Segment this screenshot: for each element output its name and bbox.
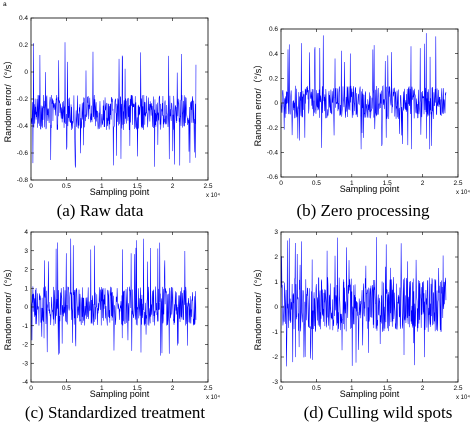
x-tick-label: 2.5 <box>203 183 212 190</box>
y-tick-label: 0 <box>24 69 28 76</box>
y-tick-label: -0.2 <box>17 96 29 103</box>
chart-panel-0: 0 0.5 1 1.5 2 2.5 -0.8 -0.6 -0.4 -0.2 0 0.2 0.4 x 10⁴… <box>3 15 220 220</box>
signal-series-line <box>281 33 447 150</box>
x-axis-multiplier: x 10⁴ <box>456 394 470 401</box>
signal-series-line <box>31 42 197 168</box>
stray-label: a <box>3 1 7 8</box>
x-tick-label: 0.5 <box>312 180 321 187</box>
x-tick-label: 2 <box>421 385 425 392</box>
y-tick-label: 0.2 <box>19 42 28 49</box>
y-axis-label: Random error/（°/s） <box>3 56 13 143</box>
y-tick-label: -2 <box>272 354 278 361</box>
y-tick-label: -0.2 <box>267 125 279 132</box>
x-axis-label: Sampling point <box>90 389 150 399</box>
x-tick-label: 1.5 <box>133 183 142 190</box>
x-tick-label: 2 <box>171 385 175 392</box>
y-tick-label: 0 <box>24 304 28 311</box>
x-axis-multiplier: x 10⁴ <box>206 394 220 401</box>
y-tick-label: -0.6 <box>267 174 279 181</box>
y-tick-label: 0.4 <box>269 51 278 58</box>
y-tick-label: -0.6 <box>17 150 29 157</box>
y-tick-label: -0.8 <box>17 177 29 184</box>
x-tick-label: 0.5 <box>62 183 71 190</box>
y-tick-label: -0.4 <box>17 123 29 130</box>
x-tick-label: 2.5 <box>453 180 462 187</box>
y-tick-label: -1 <box>22 323 28 330</box>
x-tick-label: 0.5 <box>62 385 71 392</box>
x-tick-label: 0 <box>29 385 33 392</box>
y-tick-label: 3 <box>24 248 28 255</box>
signal-series-line <box>31 238 197 356</box>
y-axis-label: Random error/（°/s） <box>253 60 263 147</box>
x-axis-label: Sampling point <box>340 184 400 194</box>
panel-caption: (a) Raw data <box>57 201 144 220</box>
x-tick-label: 0 <box>29 183 33 190</box>
chart-panel-1: 0 0.5 1 1.5 2 2.5 -0.6 -0.4 -0.2 0 0.2 0.4 0.6 x 10⁴ S… <box>253 26 470 220</box>
y-tick-label: 0.6 <box>269 26 278 33</box>
chart-panel-2: 0 0.5 1 1.5 2 2.5 -4 -3 -2 -1 0 1 2 3 4 x 10⁴ Sampling p… <box>3 229 220 422</box>
y-tick-label: 0 <box>274 100 278 107</box>
x-tick-label: 1 <box>100 183 104 190</box>
x-tick-label: 1 <box>350 180 354 187</box>
x-tick-label: 1.5 <box>383 180 392 187</box>
y-axis-label: Random error/（°/s） <box>253 264 263 351</box>
y-tick-label: -1 <box>272 329 278 336</box>
x-axis-label: Sampling point <box>90 187 150 197</box>
y-tick-label: 2 <box>24 267 28 274</box>
panel-caption: (d) Culling wild spots <box>304 403 453 422</box>
y-tick-label: 3 <box>274 229 278 236</box>
x-tick-label: 1 <box>350 385 354 392</box>
panel-caption: (c) Standardized treatment <box>25 403 206 422</box>
y-tick-label: -2 <box>22 342 28 349</box>
x-axis-label: Sampling point <box>340 389 400 399</box>
x-tick-label: 2.5 <box>453 385 462 392</box>
x-tick-label: 2 <box>171 183 175 190</box>
panel-caption: (b) Zero processing <box>296 201 430 220</box>
panels: 0 0.5 1 1.5 2 2.5 -0.8 -0.6 -0.4 -0.2 0 0.2 0.4 x 10⁴… <box>3 15 470 422</box>
y-tick-label: 0.4 <box>19 15 28 22</box>
y-tick-label: 4 <box>24 229 28 236</box>
x-tick-label: 0.5 <box>312 385 321 392</box>
y-tick-label: -4 <box>22 379 28 386</box>
x-axis-multiplier: x 10⁴ <box>206 192 220 199</box>
y-tick-label: -0.4 <box>267 150 279 157</box>
y-tick-label: -3 <box>272 379 278 386</box>
x-axis-multiplier: x 10⁴ <box>456 189 470 196</box>
x-tick-label: 2.5 <box>203 385 212 392</box>
y-tick-label: 1 <box>24 285 28 292</box>
y-tick-label: 0.2 <box>269 76 278 83</box>
x-tick-label: 0 <box>279 385 283 392</box>
y-tick-label: -3 <box>22 360 28 367</box>
x-tick-label: 2 <box>421 180 425 187</box>
y-tick-label: 1 <box>274 279 278 286</box>
x-tick-label: 0 <box>279 180 283 187</box>
x-tick-label: 1.5 <box>133 385 142 392</box>
signal-series-line <box>281 237 447 367</box>
chart-panel-3: 0 0.5 1 1.5 2 2.5 -3 -2 -1 0 1 2 3 x 10⁴ Sampling poin… <box>253 229 470 422</box>
y-tick-label: 2 <box>274 254 278 261</box>
x-tick-label: 1 <box>100 385 104 392</box>
y-tick-label: 0 <box>274 304 278 311</box>
y-axis-label: Random error/（°/s） <box>3 264 13 351</box>
x-tick-label: 1.5 <box>383 385 392 392</box>
